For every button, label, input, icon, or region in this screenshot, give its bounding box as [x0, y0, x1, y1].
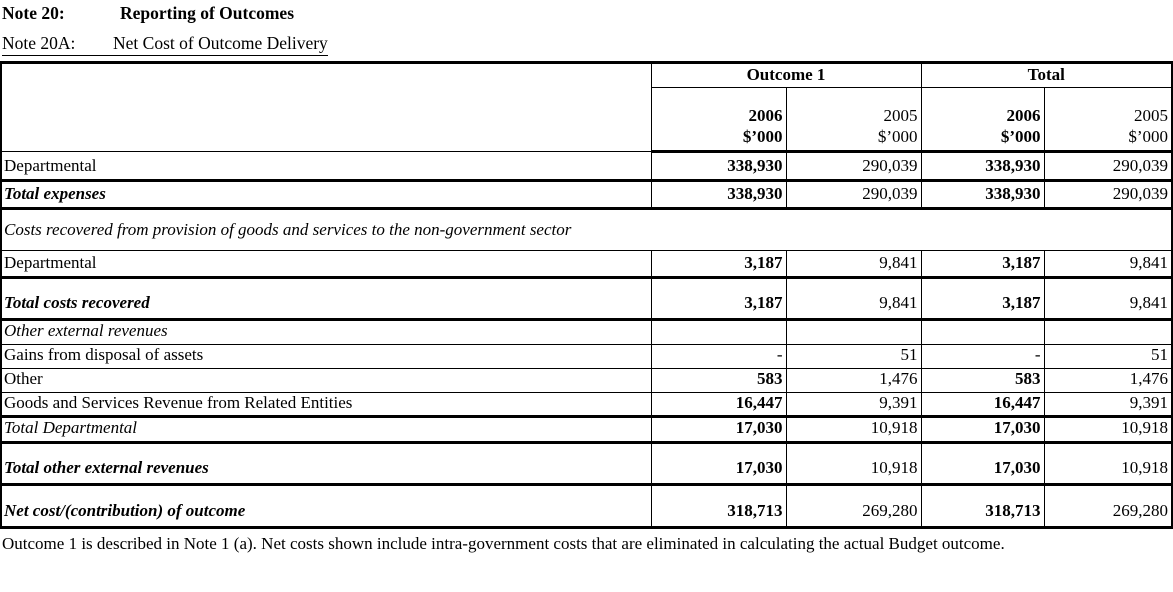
row-label: Other external revenues [1, 319, 651, 345]
table-row: Other 583 1,476 583 1,476 [1, 368, 1173, 393]
subnote-title: Net Cost of Outcome Delivery [113, 33, 328, 53]
note-title: Reporting of Outcomes [120, 3, 295, 23]
value-cell: 9,841 [785, 250, 921, 279]
value-cell: 3,187 [920, 277, 1044, 321]
value-cell: 3,187 [650, 277, 786, 321]
subnote-number: Note 20A: [2, 33, 76, 53]
value-cell: 9,841 [1043, 250, 1173, 279]
year-header-cell: 2005 $’000 [1043, 87, 1173, 153]
year-header-cell: 2005 $’000 [785, 87, 921, 153]
value-cell [920, 319, 1044, 345]
value-cell: 9,391 [1043, 392, 1173, 419]
row-label: Total expenses [1, 180, 651, 210]
year-label: 2006 [1006, 105, 1041, 125]
value-cell: 9,841 [1043, 277, 1173, 321]
value-cell: 9,391 [785, 392, 921, 419]
value-cell: 290,039 [785, 180, 921, 210]
table-row: Departmental 3,187 9,841 3,187 9,841 [1, 250, 1173, 279]
value-cell: 17,030 [920, 416, 1044, 445]
year-label: 2006 [748, 105, 783, 125]
value-cell: 17,030 [650, 416, 786, 445]
row-label: Gains from disposal of assets [1, 344, 651, 369]
unit-label: $’000 [877, 126, 918, 146]
year-header-cell: 2006 $’000 [920, 87, 1044, 153]
table-row: Goods and Services Revenue from Related … [1, 392, 1173, 419]
value-cell: 10,918 [785, 416, 921, 445]
value-cell: 16,447 [650, 392, 786, 419]
column-group-total: Total [920, 62, 1173, 88]
column-group-outcome1: Outcome 1 [650, 62, 921, 88]
value-cell: 9,841 [785, 277, 921, 321]
value-cell: 290,039 [1043, 151, 1173, 182]
value-cell: 290,039 [785, 151, 921, 182]
value-cell: 10,918 [785, 442, 921, 487]
table-row: Other external revenues [1, 319, 1173, 345]
row-label: Goods and Services Revenue from Related … [1, 392, 651, 419]
value-cell: 269,280 [785, 484, 921, 528]
unit-label: $’000 [1000, 126, 1041, 146]
value-cell [650, 319, 786, 345]
section-row: Costs recovered from provision of goods … [1, 208, 1173, 251]
value-cell: - [920, 344, 1044, 369]
table-row: Departmental 338,930 290,039 338,930 290… [1, 151, 1173, 182]
value-cell: 17,030 [920, 442, 1044, 487]
row-label: Net cost/(contribution) of outcome [4, 501, 246, 521]
table-row: Total other external revenues 17,030 10,… [1, 442, 1173, 487]
table-row: Gains from disposal of assets - 51 - 51 [1, 344, 1173, 369]
value-cell: 318,713 [650, 484, 786, 528]
section-label: Costs recovered from provision of goods … [1, 208, 1173, 251]
value-cell: 10,918 [1043, 442, 1173, 487]
value-cell: 318,713 [920, 484, 1044, 528]
value-cell: 3,187 [650, 250, 786, 279]
unit-label: $’000 [1128, 126, 1169, 146]
value-cell: 1,476 [1043, 368, 1173, 393]
row-label: Total Departmental [1, 416, 651, 445]
value-cell: 338,930 [920, 151, 1044, 182]
value-cell: 269,280 [1043, 484, 1173, 528]
table-row: Total costs recovered 3,187 9,841 3,187 … [1, 277, 1173, 321]
value-cell: - [650, 344, 786, 369]
note-number: Note 20: [2, 3, 65, 23]
table-row: Net cost/(contribution) of outcome 318,7… [1, 484, 1173, 528]
row-label: Departmental [1, 151, 651, 182]
footnote-text: Outcome 1 is described in Note 1 (a). Ne… [2, 534, 1005, 554]
table-row-years: 2006 $’000 2005 $’000 2006 $’000 2005 $’… [1, 87, 1173, 153]
row-label: Other [1, 368, 651, 393]
year-header-cell: 2006 $’000 [650, 87, 786, 153]
year-label: 2005 [883, 105, 918, 125]
value-cell: 338,930 [650, 180, 786, 210]
value-cell: 3,187 [920, 250, 1044, 279]
value-cell: 1,476 [785, 368, 921, 393]
value-cell [785, 319, 921, 345]
net-cost-of-outcome-table: Outcome 1 Total 2006 $’000 2005 $’000 20… [0, 61, 1173, 530]
note-heading: Note 20: Reporting of Outcomes [0, 3, 1173, 24]
value-cell: 338,930 [650, 151, 786, 182]
value-cell: 338,930 [920, 180, 1044, 210]
subnote-underline: Note 20A: Net Cost of Outcome Delivery [2, 33, 328, 56]
table-row-groups: Outcome 1 Total [1, 62, 1173, 152]
value-cell: 583 [920, 368, 1044, 393]
value-cell [1043, 319, 1173, 345]
table-row: Total Departmental 17,030 10,918 17,030 … [1, 416, 1173, 445]
subnote-heading: Note 20A: Net Cost of Outcome Delivery [0, 33, 1173, 56]
value-cell: 17,030 [650, 442, 786, 487]
row-label: Total other external revenues [1, 442, 651, 487]
value-cell: 51 [1043, 344, 1173, 369]
year-label: 2005 [1134, 105, 1169, 125]
value-cell: 10,918 [1043, 416, 1173, 445]
value-cell: 51 [785, 344, 921, 369]
value-cell: 16,447 [920, 392, 1044, 419]
row-label: Departmental [1, 250, 651, 279]
table-corner-cell [1, 62, 651, 152]
unit-label: $’000 [742, 126, 783, 146]
value-cell: 583 [650, 368, 786, 393]
table-row: Total expenses 338,930 290,039 338,930 2… [1, 180, 1173, 210]
row-label: Total costs recovered [1, 277, 651, 321]
value-cell: 290,039 [1043, 180, 1173, 210]
